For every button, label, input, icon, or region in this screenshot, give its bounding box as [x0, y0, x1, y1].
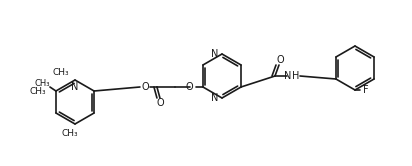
Text: O: O	[141, 82, 149, 92]
Text: H: H	[292, 71, 300, 81]
Text: N: N	[211, 49, 218, 59]
Text: CH₃: CH₃	[53, 68, 69, 77]
Text: N: N	[71, 82, 79, 92]
Text: CH₃: CH₃	[29, 86, 46, 95]
Text: O: O	[276, 55, 284, 65]
Text: CH₃: CH₃	[62, 129, 78, 138]
Text: N: N	[283, 71, 291, 81]
Text: O: O	[156, 98, 164, 108]
Text: F: F	[363, 85, 369, 95]
Text: O: O	[185, 82, 193, 92]
Text: CH₃: CH₃	[34, 79, 50, 87]
Text: N: N	[211, 93, 218, 103]
